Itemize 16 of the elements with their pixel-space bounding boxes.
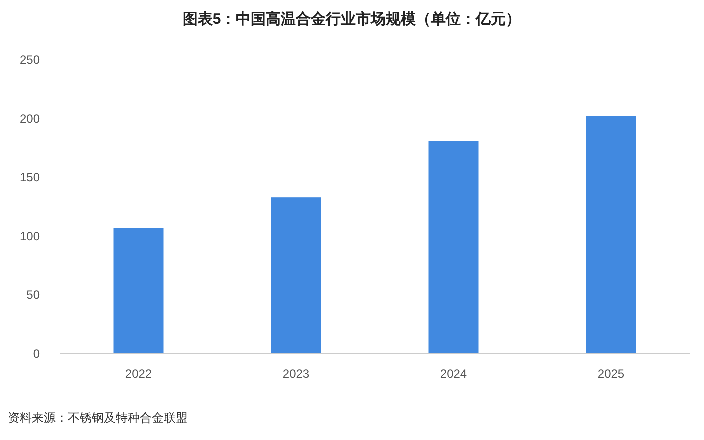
bar bbox=[114, 228, 164, 354]
y-tick-label: 100 bbox=[20, 229, 40, 244]
y-tick-label: 200 bbox=[20, 112, 40, 126]
bar bbox=[428, 141, 479, 354]
y-tick-label: 250 bbox=[20, 53, 40, 67]
y-tick-label: 50 bbox=[26, 288, 40, 302]
x-tick-label: 2022 bbox=[125, 367, 152, 381]
x-tick-label: 2024 bbox=[440, 367, 468, 381]
y-tick-label: 150 bbox=[20, 170, 40, 185]
x-tick-label: 2025 bbox=[598, 367, 625, 381]
x-tick-label: 2023 bbox=[282, 367, 310, 381]
chart-title: 图表5：中国高温合金行业市场规模（单位：亿元） bbox=[182, 10, 522, 28]
text: 资料来源：不锈钢及特种合金联盟 bbox=[8, 411, 188, 425]
bar bbox=[586, 116, 636, 354]
bar bbox=[271, 198, 322, 354]
y-tick-label: 0 bbox=[33, 347, 40, 361]
